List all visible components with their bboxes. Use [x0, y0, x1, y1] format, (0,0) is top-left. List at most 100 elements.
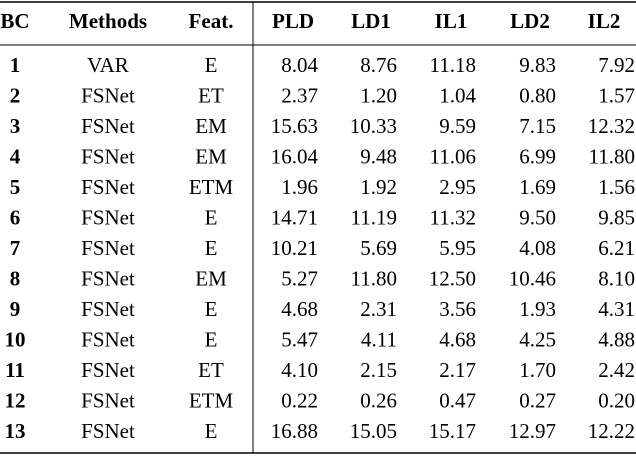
row-id: 8	[10, 266, 21, 290]
cell: EM	[195, 144, 227, 168]
cell: 2.37	[281, 83, 318, 107]
cell: 2.15	[360, 358, 397, 382]
cell: 11.06	[430, 144, 476, 168]
cell: 9.59	[439, 114, 476, 138]
cell: FSNet	[81, 266, 135, 290]
cell: 2.17	[439, 358, 476, 382]
cell: 4.25	[519, 327, 556, 351]
cell: 12.97	[509, 419, 556, 443]
cell: E	[205, 236, 218, 260]
cell: FSNet	[81, 327, 135, 351]
cell: 15.05	[350, 419, 397, 443]
cell: E	[205, 53, 218, 77]
cell: 11.80	[351, 266, 397, 290]
cell: 7.92	[598, 53, 635, 77]
cell: 7.15	[519, 114, 556, 138]
row-id: 5	[10, 175, 21, 199]
cell: 10.46	[509, 266, 556, 290]
cell: 5.95	[439, 236, 476, 260]
cell: 12.22	[588, 419, 635, 443]
cell: FSNet	[81, 205, 135, 229]
cell: 1.57	[598, 83, 635, 107]
cell: 1.96	[281, 175, 318, 199]
row-id: 12	[5, 388, 26, 412]
cell: FSNet	[81, 236, 135, 260]
row-id: 9	[10, 297, 21, 321]
cell: 4.88	[598, 327, 635, 351]
cell: 9.83	[519, 53, 556, 77]
cell: EM	[195, 114, 227, 138]
cell: 5.69	[360, 236, 397, 260]
cell: FSNet	[81, 419, 135, 443]
cell: 4.11	[361, 327, 397, 351]
cell: 4.68	[439, 327, 476, 351]
cell: 1.92	[360, 175, 397, 199]
cell: 0.20	[598, 388, 635, 412]
cell: ET	[198, 83, 224, 107]
cell: VAR	[87, 53, 129, 77]
cell: 4.68	[281, 297, 318, 321]
cell: 14.71	[271, 205, 318, 229]
cell: 1.93	[519, 297, 556, 321]
cell: 1.56	[598, 175, 635, 199]
column-header: Methods	[69, 9, 147, 33]
row-id: 6	[10, 205, 21, 229]
row-id: 2	[10, 83, 21, 107]
cell: 11.18	[430, 53, 476, 77]
cell: 0.26	[360, 388, 397, 412]
cell: ET	[198, 358, 224, 382]
cell: E	[205, 205, 218, 229]
cell: 16.04	[271, 144, 319, 168]
column-header: PLD	[272, 9, 314, 33]
row-id: 13	[5, 419, 26, 443]
row-id: 10	[5, 327, 26, 351]
cell: 9.85	[598, 205, 635, 229]
cell: 8.76	[360, 53, 397, 77]
cell: 5.47	[281, 327, 318, 351]
cell: 10.21	[271, 236, 318, 260]
row-id: 11	[5, 358, 25, 382]
cell: EM	[195, 266, 227, 290]
cell: 2.42	[598, 358, 635, 382]
cell: 11.32	[430, 205, 476, 229]
cell: 4.08	[519, 236, 556, 260]
cell: E	[205, 419, 218, 443]
cell: 10.33	[350, 114, 397, 138]
cell: 11.80	[589, 144, 635, 168]
cell: FSNet	[81, 358, 135, 382]
cell: 1.04	[439, 83, 476, 107]
column-header: LD1	[351, 9, 391, 33]
cell: 5.27	[281, 266, 318, 290]
cell: 2.95	[439, 175, 476, 199]
cell: 0.22	[281, 388, 318, 412]
cell: 15.17	[429, 419, 476, 443]
cell: 12.32	[588, 114, 635, 138]
cell: 6.21	[598, 236, 635, 260]
cell: 0.47	[439, 388, 476, 412]
column-header: Feat.	[189, 9, 234, 33]
cell: 4.31	[598, 297, 635, 321]
cell: 0.80	[519, 83, 556, 107]
cell: FSNet	[81, 83, 135, 107]
row-id: 1	[10, 53, 21, 77]
cell: 4.10	[281, 358, 318, 382]
column-header: LD2	[510, 9, 550, 33]
cell: 0.27	[519, 388, 556, 412]
cell: E	[205, 297, 218, 321]
cell: 1.69	[519, 175, 556, 199]
cell: ETM	[189, 388, 234, 412]
cell: FSNet	[81, 144, 135, 168]
cell: 8.10	[598, 266, 635, 290]
cell: ETM	[189, 175, 234, 199]
column-header: IL1	[435, 9, 468, 33]
cell: 1.70	[519, 358, 556, 382]
cell: FSNet	[81, 388, 135, 412]
cell: 15.63	[271, 114, 318, 138]
row-id: 7	[10, 236, 21, 260]
column-header: BC	[0, 9, 29, 33]
cell: E	[205, 327, 218, 351]
cell: 12.50	[429, 266, 476, 290]
cell: 8.04	[281, 53, 318, 77]
cell: FSNet	[81, 297, 135, 321]
